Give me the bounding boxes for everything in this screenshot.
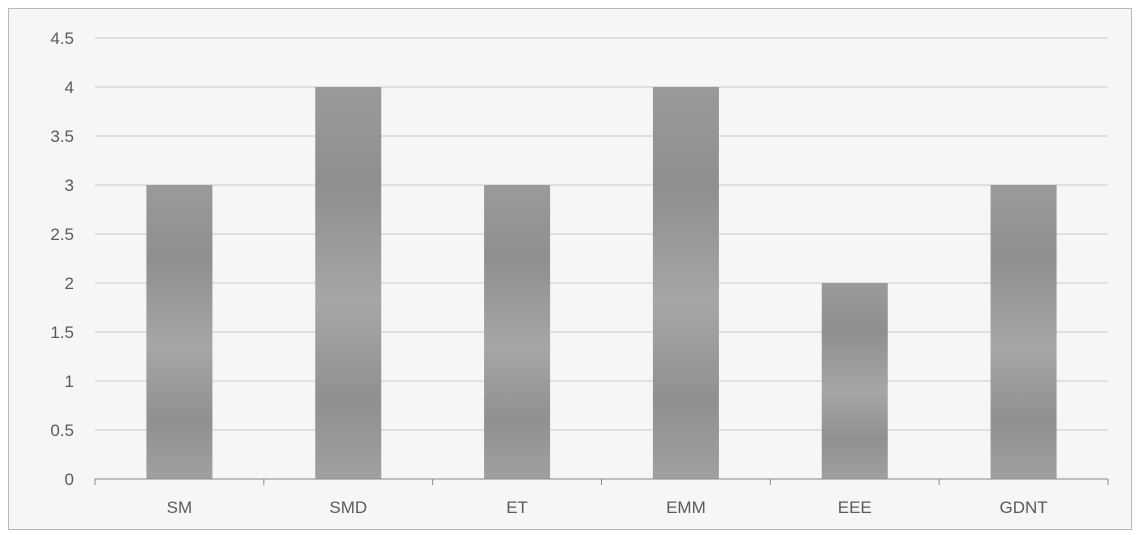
x-axis-tick-labels: SM SMD ET EMM EEE GDNT — [167, 498, 1048, 517]
y-tick-label: 1.5 — [50, 323, 74, 342]
y-tick-label: 0 — [65, 470, 74, 489]
bar-emm — [652, 87, 719, 479]
bars — [146, 87, 1057, 479]
bar-smd — [315, 87, 382, 479]
y-tick-label: 4 — [65, 78, 74, 97]
x-tick-label: EEE — [838, 498, 872, 517]
x-tick-label: SMD — [329, 498, 367, 517]
gridlines — [95, 37, 1108, 431]
y-axis-tick-labels: 0 0.5 1 1.5 2 2.5 3 3.5 4 4.5 — [50, 29, 74, 489]
y-tick-label: 2.5 — [50, 225, 74, 244]
x-tick-label: SM — [167, 498, 193, 517]
y-tick-label: 1 — [65, 372, 74, 391]
y-tick-label: 2 — [65, 274, 74, 293]
bar-eee — [821, 283, 888, 479]
y-tick-label: 3 — [65, 176, 74, 195]
x-tick-label: GDNT — [999, 498, 1047, 517]
bar-gdnt — [990, 185, 1057, 479]
y-tick-label: 0.5 — [50, 421, 74, 440]
x-tick-label: ET — [506, 498, 528, 517]
y-tick-label: 4.5 — [50, 29, 74, 48]
x-axis — [94, 478, 1109, 485]
y-tick-label: 3.5 — [50, 127, 74, 146]
bar-sm — [146, 185, 213, 479]
bar-et — [484, 185, 551, 479]
x-tick-label: EMM — [666, 498, 706, 517]
